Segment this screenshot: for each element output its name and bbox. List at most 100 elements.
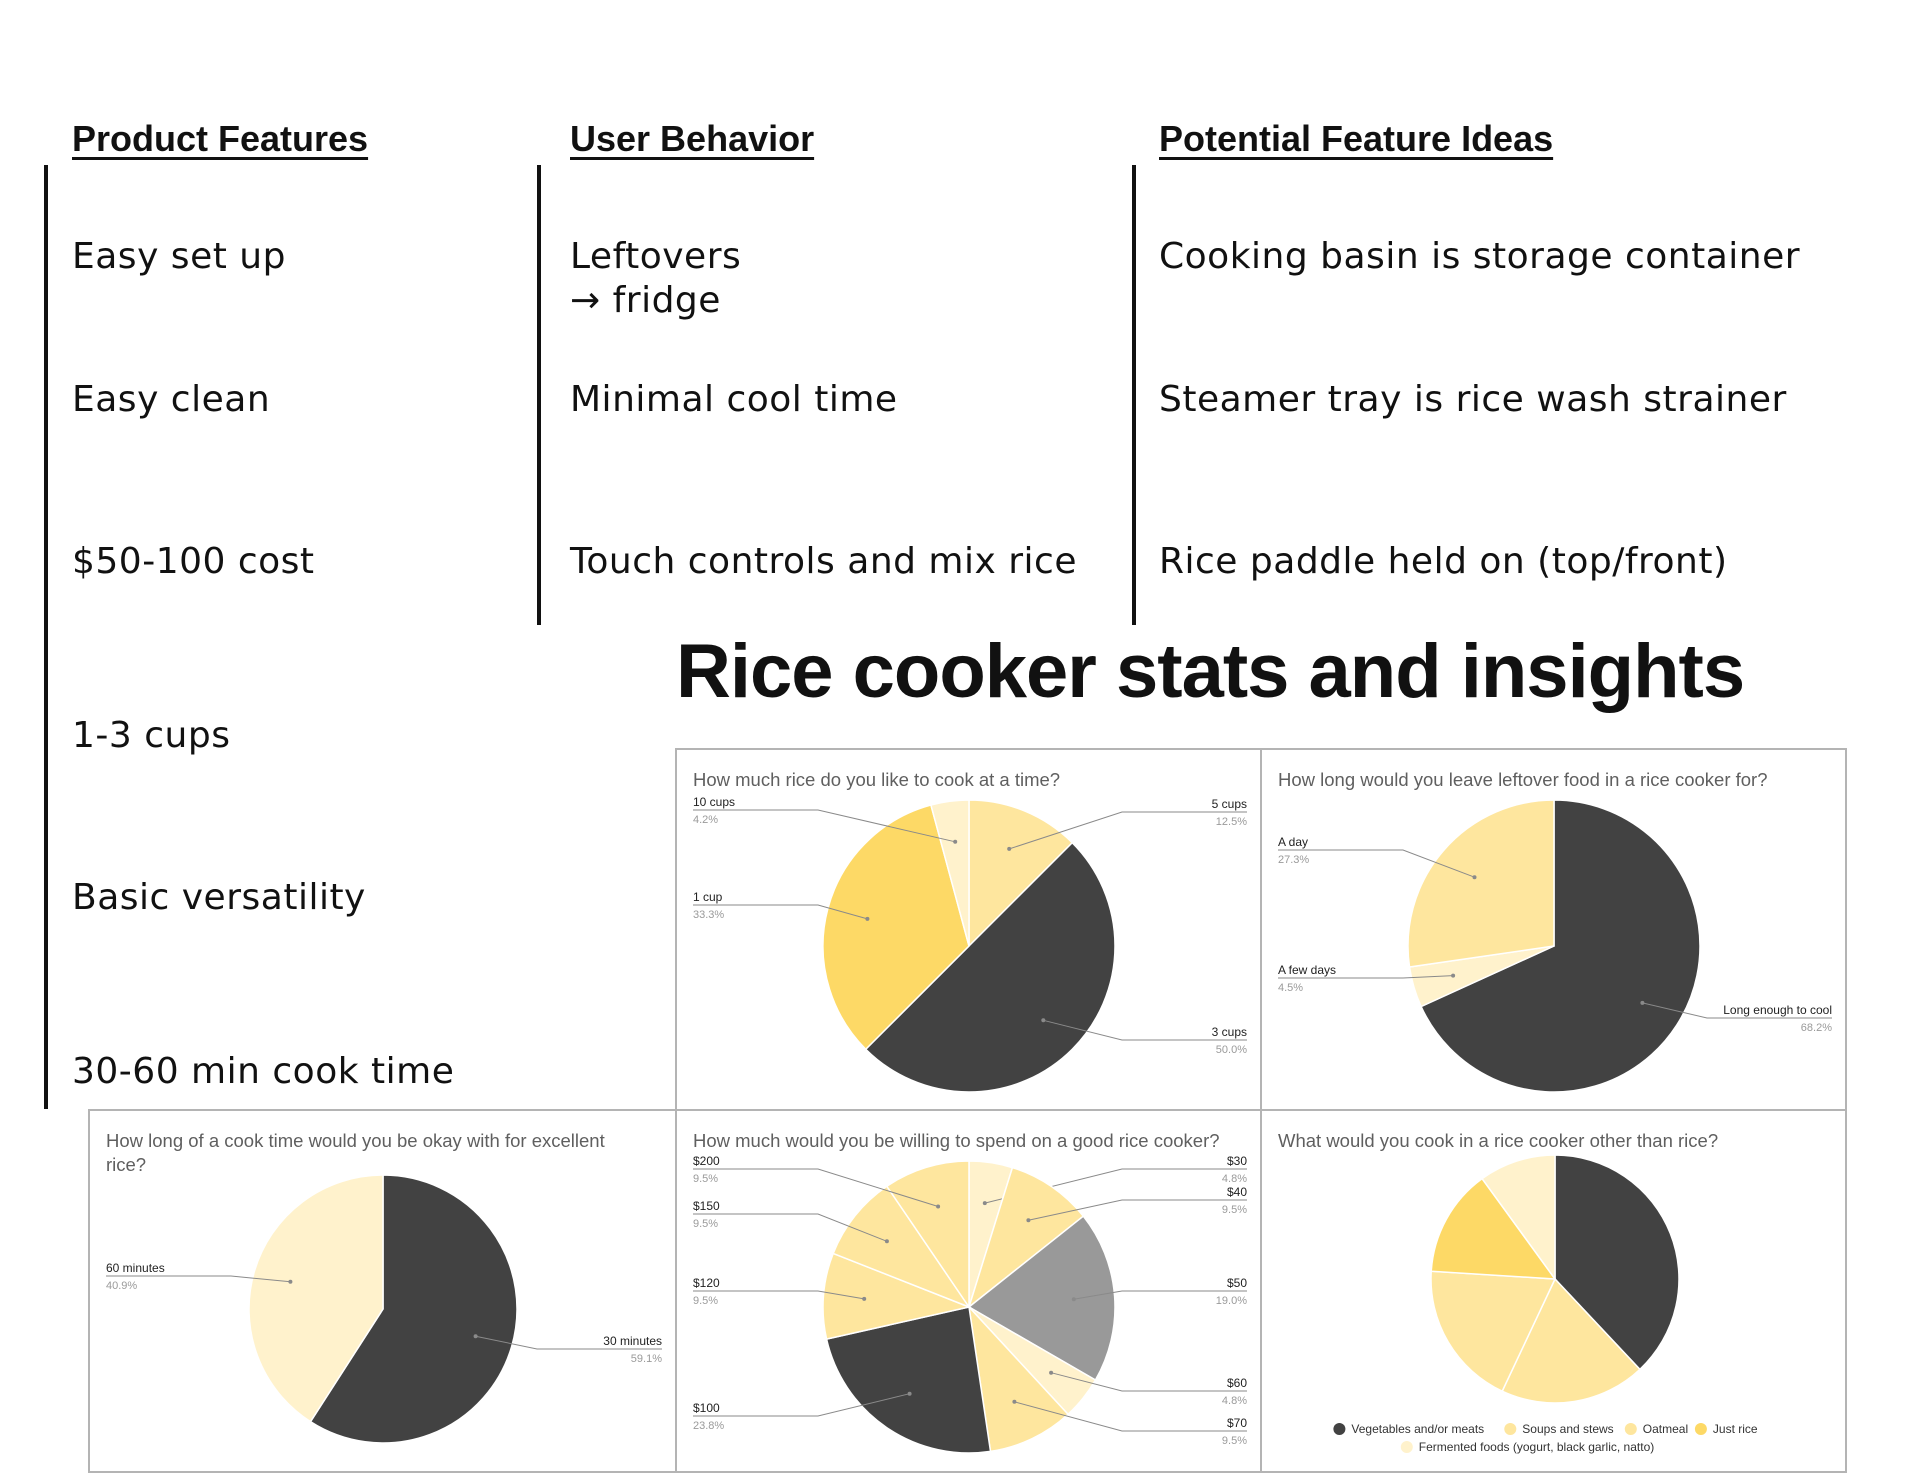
leader-line	[1043, 1019, 1247, 1041]
leader-dot	[982, 1201, 987, 1206]
legend-swatch	[1504, 1423, 1517, 1435]
product-feature-item: Easy set up	[72, 236, 286, 277]
slice-label: 10 cups	[693, 795, 735, 809]
slice-percent: 40.9%	[106, 1280, 137, 1292]
section-title: Rice cooker stats and insights	[676, 629, 1745, 714]
leader-line	[693, 1290, 865, 1300]
pie-slice-soups-and-stews	[1501, 1277, 1641, 1404]
leader-dot	[862, 1296, 867, 1301]
chart-panel-rice-amount: How much rice do you like to cook at a t…	[675, 748, 1262, 1111]
user-behavior-heading: User Behavior	[570, 118, 815, 159]
leader-dot	[865, 916, 870, 921]
pie-slice-60-minutes	[248, 1174, 384, 1423]
pie-chart-leftovers: Long enough to cool 68.2% A few days 4.5% A …	[1278, 799, 1832, 1093]
user-behavior-item: Leftovers → fridge	[570, 236, 742, 321]
pie-slice-long-enough-to-cool	[1420, 799, 1701, 1093]
product-feature-item: 30-60 min cook time	[72, 1051, 455, 1092]
slice-label: $30	[1227, 1154, 1247, 1168]
pie-slice-fermented-foods-yogurt-black-garlic-natto	[1481, 1154, 1556, 1282]
leader-dot	[1026, 1218, 1031, 1223]
chart-title: What would you cook in a rice cooker oth…	[1278, 1130, 1719, 1151]
user-behavior-item: Minimal cool time	[570, 379, 898, 420]
leader-line	[1073, 1290, 1247, 1300]
legend-swatch	[1694, 1423, 1707, 1435]
chart-title: How much rice do you like to cook at a t…	[693, 769, 1061, 790]
leader-line	[1278, 975, 1454, 979]
pie-slice-70	[967, 1304, 1070, 1453]
slice-label: 30 minutes	[603, 1334, 662, 1348]
slice-label: $70	[1227, 1416, 1247, 1430]
leader-dot	[907, 1391, 912, 1396]
product-feature-item: Easy clean	[72, 379, 271, 420]
product-feature-item: 1-3 cups	[72, 715, 231, 756]
slice-percent: 19.0%	[1216, 1295, 1247, 1307]
feature-idea-item: Cooking basin is storage container	[1159, 236, 1801, 277]
slice-label: $60	[1227, 1376, 1247, 1390]
legend-label: Fermented foods (yogurt, black garlic, n…	[1419, 1440, 1654, 1454]
legend-swatch	[1333, 1423, 1346, 1435]
leader-line	[1009, 811, 1247, 850]
slice-percent: 59.1%	[631, 1353, 662, 1365]
leader-dot	[1640, 1000, 1645, 1005]
slice-percent: 9.5%	[693, 1218, 718, 1230]
slice-label: $50	[1227, 1276, 1247, 1290]
chart-title: How much would you be willing to spend o…	[693, 1130, 1220, 1151]
leader-dot	[1071, 1297, 1076, 1302]
slice-percent: 9.5%	[693, 1295, 718, 1307]
pie-chart-rice-amount: 5 cups 12.5% 3 cups 50.0% 1 cup 33.3% 10 cups 4…	[693, 795, 1247, 1093]
slice-percent: 50.0%	[1216, 1044, 1247, 1056]
leader-dot	[936, 1204, 941, 1209]
slice-percent: 12.5%	[1216, 816, 1247, 828]
slice-label: A day	[1278, 835, 1308, 849]
leader-dot	[884, 1239, 889, 1244]
leader-dot	[1007, 846, 1012, 851]
pie-slice-a-day	[1407, 799, 1555, 968]
user-behavior-item: Touch controls and mix rice	[570, 541, 1077, 582]
chart-panel-cook-time: How long of a cook time would you be oka…	[88, 1109, 677, 1473]
slice-percent: 9.5%	[693, 1173, 718, 1185]
legend-label: Soups and stews	[1522, 1422, 1613, 1436]
pie-slice-50	[967, 1215, 1116, 1382]
slice-label: $120	[693, 1276, 720, 1290]
chart-title: How long would you leave leftover food i…	[1278, 769, 1768, 790]
feature-ideas-divider	[1132, 165, 1136, 625]
leader-dot	[288, 1279, 293, 1284]
leader-line	[693, 1168, 939, 1207]
leader-dot	[953, 839, 958, 844]
feature-idea-item: Steamer tray is rice wash strainer	[1159, 379, 1787, 420]
leader-line	[693, 904, 868, 920]
legend-swatch	[1400, 1441, 1413, 1453]
leader-line	[1050, 1372, 1247, 1392]
pie-slice-just-rice	[1430, 1177, 1557, 1280]
pie-slice-oatmeal	[1430, 1270, 1557, 1393]
chart-title: How long of a cook time would you be oka…	[106, 1130, 605, 1175]
leader-line	[475, 1335, 662, 1350]
slice-label: $200	[693, 1154, 720, 1168]
slice-label: 3 cups	[1212, 1025, 1247, 1039]
pie-slice-200	[885, 1160, 970, 1310]
slice-percent: 9.5%	[1222, 1435, 1247, 1447]
leader-line	[1278, 849, 1475, 878]
slice-percent: 4.8%	[1222, 1395, 1247, 1407]
pie-slice-1-cup	[822, 804, 970, 1051]
leader-line	[693, 1213, 888, 1242]
feature-ideas-heading: Potential Feature Ideas	[1159, 118, 1554, 159]
slice-percent: 27.3%	[1278, 854, 1309, 866]
leader-dot	[1472, 875, 1477, 880]
pie-slice-150	[832, 1185, 971, 1309]
legend-swatch	[1624, 1423, 1637, 1435]
slice-percent: 23.8%	[693, 1420, 724, 1432]
slice-percent: 33.3%	[693, 909, 724, 921]
leader-dot	[1041, 1018, 1046, 1023]
product-feature-item: $50-100 cost	[72, 541, 315, 582]
pie-slice-120	[822, 1252, 972, 1340]
slice-percent: 4.8%	[1222, 1173, 1247, 1185]
legend-label: Oatmeal	[1643, 1422, 1688, 1436]
legend-label: Just rice	[1713, 1422, 1758, 1436]
leader-dot	[1451, 973, 1456, 978]
leader-dot	[1049, 1370, 1054, 1375]
chart-panel-leftovers: How long would you leave leftover food i…	[1260, 748, 1847, 1111]
pie-slice-100	[825, 1306, 992, 1454]
slice-label: $100	[693, 1401, 720, 1415]
pie-chart-other-foods: Vegetables and/or meats Soups and stews Oa…	[1333, 1154, 1758, 1454]
